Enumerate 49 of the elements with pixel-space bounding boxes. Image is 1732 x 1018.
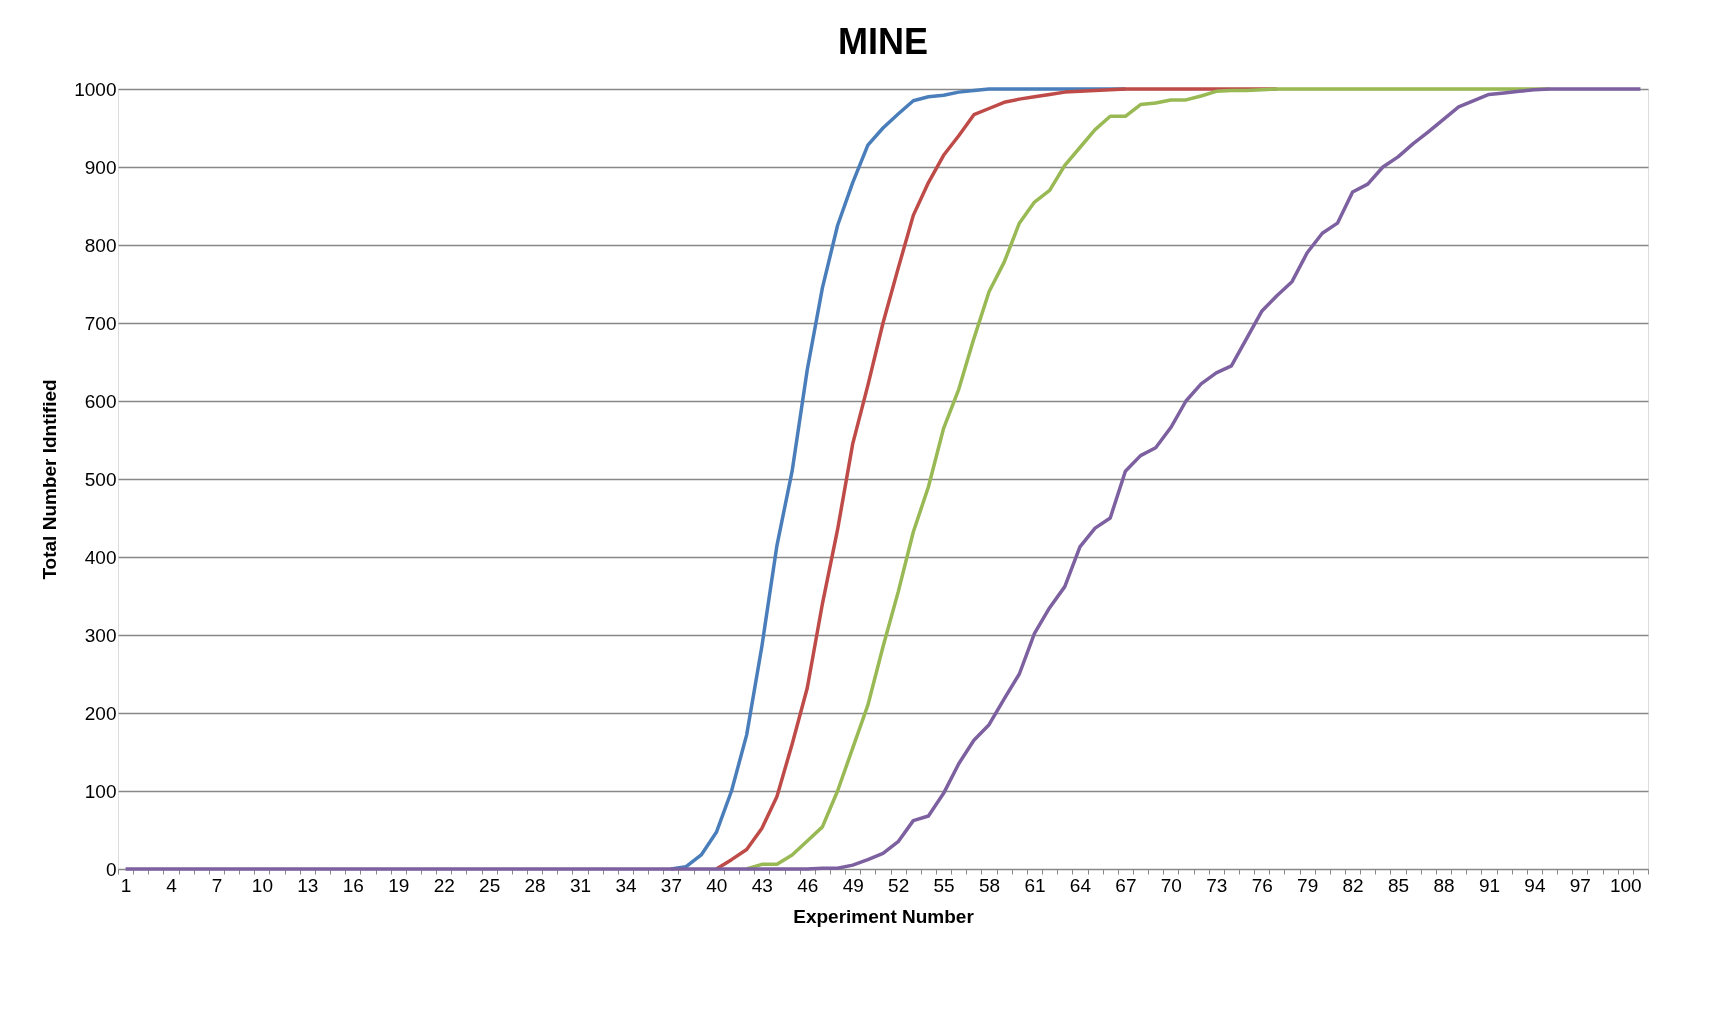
x-tick-label: 43 xyxy=(751,874,773,896)
y-tick-label: 600 xyxy=(84,390,117,412)
x-tick-label: 85 xyxy=(1387,874,1410,896)
x-tick-label: 28 xyxy=(524,874,546,896)
x-tick-label: 79 xyxy=(1297,874,1319,896)
x-tick-label: 4 xyxy=(166,874,178,896)
x-axis-title: Experiment Number xyxy=(793,905,975,927)
x-tick-label: 22 xyxy=(433,874,455,896)
x-tick-label: 25 xyxy=(479,874,501,896)
y-axis-title: Total Number Idntified xyxy=(39,379,61,580)
x-tick-label: 19 xyxy=(388,874,410,896)
x-tick-label: 100 xyxy=(1609,874,1642,896)
x-tick-label: 67 xyxy=(1115,874,1137,896)
y-tick-label: 400 xyxy=(84,546,117,568)
x-tick-label: 7 xyxy=(211,874,223,896)
x-tick-label: 49 xyxy=(842,874,864,896)
y-tick-label: 200 xyxy=(84,702,117,724)
y-tick-label: 900 xyxy=(84,156,117,178)
x-tick-label: 76 xyxy=(1251,874,1273,896)
x-tick-label: 31 xyxy=(569,874,592,896)
x-tick-label: 88 xyxy=(1433,874,1455,896)
x-tick-label: 94 xyxy=(1524,874,1546,896)
x-tick-label: 58 xyxy=(978,874,1001,896)
y-tick-label: 0 xyxy=(105,858,117,880)
x-tick-label: 64 xyxy=(1069,874,1092,896)
x-tick-label: 16 xyxy=(342,874,364,896)
line-series xyxy=(123,87,1643,871)
y-tick-label: 300 xyxy=(84,624,117,646)
x-tick-label: 61 xyxy=(1024,874,1046,896)
x-tick-label: 73 xyxy=(1206,874,1228,896)
y-tick-label: 500 xyxy=(84,468,117,490)
y-tick-label: 800 xyxy=(84,234,117,256)
x-tick-label: 52 xyxy=(888,874,910,896)
x-tick-label: 91 xyxy=(1478,874,1501,896)
x-tick-label: 13 xyxy=(297,874,319,896)
y-tick-label: 700 xyxy=(84,312,117,334)
x-tick-label: 97 xyxy=(1569,874,1591,896)
y-tick-label: 1000 xyxy=(74,78,117,100)
chart-title: MINE xyxy=(838,21,928,62)
x-tick-label: 82 xyxy=(1342,874,1364,896)
x-tick-label: 1 xyxy=(120,874,132,896)
x-tick-label: 46 xyxy=(797,874,819,896)
x-tick-label: 40 xyxy=(706,874,728,896)
x-tick-label: 10 xyxy=(251,874,273,896)
x-tick-label: 55 xyxy=(933,874,955,896)
x-tick-label: 37 xyxy=(660,874,682,896)
x-tick-label: 70 xyxy=(1160,874,1182,896)
y-tick-label: 100 xyxy=(84,780,117,802)
x-tick-label: 34 xyxy=(615,874,637,896)
